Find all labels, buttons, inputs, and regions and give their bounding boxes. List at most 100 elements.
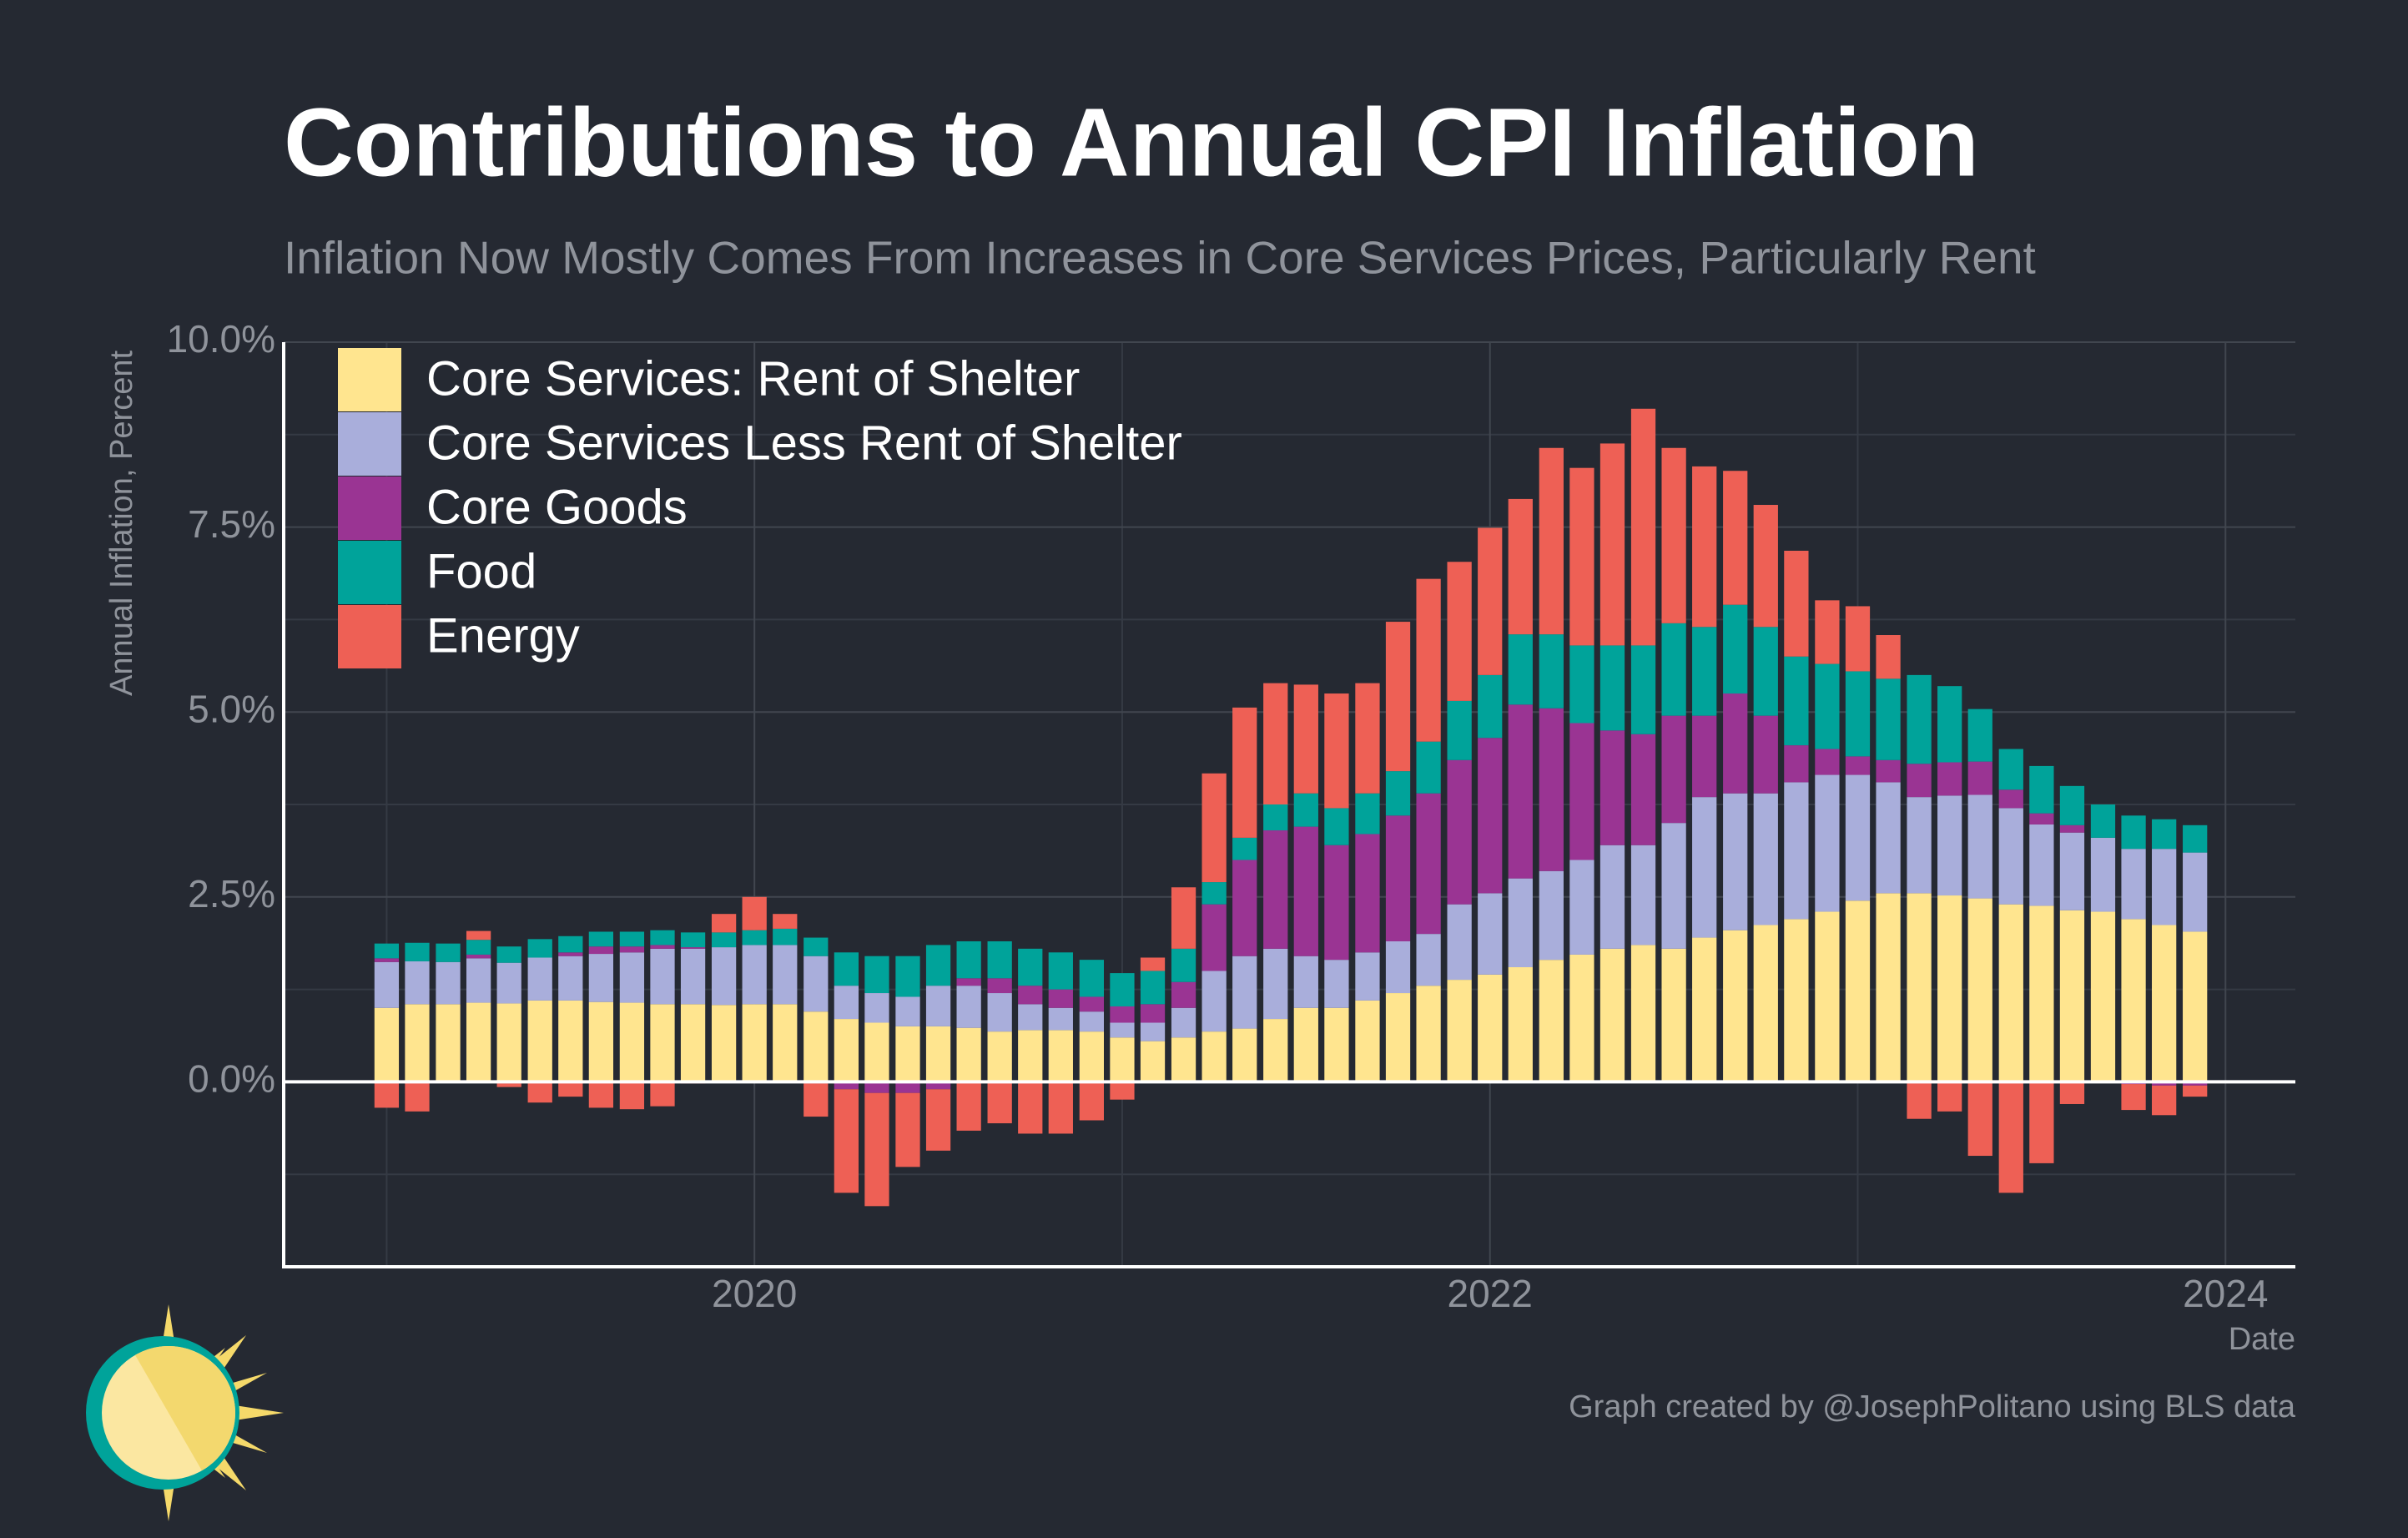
- bar-segment: [895, 996, 920, 1026]
- bar-segment: [1110, 1006, 1135, 1023]
- bar-segment: [1171, 981, 1196, 1008]
- bar-segment: [1232, 707, 1257, 838]
- bar-segment: [987, 940, 1012, 979]
- bar-segment: [1263, 683, 1288, 804]
- bar-segment: [1569, 954, 1594, 1082]
- bar-segment: [1937, 1082, 1962, 1112]
- bar-segment: [834, 1019, 859, 1082]
- y-tick-label: 10.0%: [167, 317, 275, 361]
- legend-label: Energy: [426, 608, 580, 663]
- bar-segment: [2183, 824, 2208, 853]
- bar-segment: [466, 940, 491, 955]
- bar-segment: [2029, 905, 2054, 1082]
- bar-segment: [2090, 837, 2116, 912]
- bar-segment: [1599, 730, 1625, 845]
- bar-segment: [1171, 1037, 1196, 1082]
- bar-segment: [1263, 830, 1288, 949]
- bar-segment: [405, 961, 430, 1005]
- bar-segment: [895, 1026, 920, 1082]
- bar-segment: [1293, 1007, 1318, 1082]
- bar-segment: [1723, 693, 1748, 794]
- bar-segment: [1048, 989, 1073, 1008]
- bar-segment: [1630, 845, 1656, 945]
- bar-segment: [466, 930, 491, 940]
- bar-segment: [436, 961, 461, 1005]
- bar-segment: [1569, 645, 1594, 724]
- bar-segment: [2029, 765, 2054, 814]
- bar-segment: [895, 1082, 920, 1093]
- bar-segment: [1967, 794, 1992, 899]
- bar-segment: [956, 940, 981, 979]
- bar-segment: [1815, 663, 1840, 749]
- bar-segment: [619, 1002, 645, 1082]
- legend-swatch: [338, 541, 401, 604]
- bar-segment: [1692, 715, 1717, 798]
- bar-segment: [1539, 634, 1564, 708]
- bar-segment: [742, 896, 767, 930]
- y-axis-label: Annual Inflation, Percent: [104, 350, 139, 696]
- bar-segment: [2059, 832, 2085, 910]
- bar-segment: [1232, 860, 1257, 956]
- bar-segment: [680, 947, 706, 949]
- bar-segment: [374, 943, 400, 959]
- bar-segment: [650, 948, 675, 1005]
- bar-segment: [1937, 795, 1962, 896]
- bar-segment: [1079, 1031, 1105, 1082]
- bar-segment: [711, 932, 737, 948]
- bar-segment: [374, 961, 400, 1008]
- bar-segment: [1478, 738, 1503, 894]
- bar-segment: [1539, 960, 1564, 1082]
- bar-segment: [1201, 904, 1227, 971]
- bar-segment: [1232, 1028, 1257, 1082]
- bar-segment: [1998, 789, 2023, 809]
- bar-segment: [1967, 708, 1992, 762]
- bar-segment: [1324, 1007, 1349, 1082]
- bar-segment: [1508, 878, 1533, 968]
- y-tick-label: 7.5%: [188, 502, 275, 546]
- bar-segment: [1569, 860, 1594, 955]
- bar-segment: [1263, 948, 1288, 1020]
- bar-segment: [773, 1004, 798, 1082]
- bar-segment: [619, 931, 645, 947]
- bar-segment: [1599, 443, 1625, 646]
- bar-segment: [1967, 761, 1992, 795]
- bar-segment: [2029, 1082, 2054, 1163]
- bar-segment: [773, 928, 798, 945]
- bar-segment: [1110, 1082, 1135, 1100]
- bar-segment: [1263, 1019, 1288, 1082]
- bar-segment: [1661, 623, 1686, 716]
- bar-segment: [1784, 745, 1809, 783]
- chart-title: Contributions to Annual CPI Inflation: [284, 88, 1979, 197]
- bar-segment: [1723, 471, 1748, 605]
- bar-segment: [1140, 1041, 1166, 1082]
- bar-segment: [804, 956, 829, 1012]
- bar-segment: [834, 952, 859, 986]
- bar-segment: [1599, 845, 1625, 949]
- bar-segment: [864, 956, 889, 994]
- legend: Core Services: Rent of Shelter Core Servi…: [338, 348, 1182, 668]
- bar-segment: [1018, 1004, 1043, 1031]
- bar-segment: [1630, 408, 1656, 646]
- bar-segment: [1478, 527, 1503, 675]
- legend-swatch: [338, 477, 401, 540]
- bar-segment: [527, 1082, 552, 1103]
- bar-segment: [1599, 948, 1625, 1082]
- bar-segment: [1692, 797, 1717, 938]
- bar-segment: [1998, 1082, 2023, 1193]
- legend-swatch: [338, 348, 401, 411]
- bar-segment: [2121, 849, 2146, 920]
- bar-segment: [1937, 762, 1962, 796]
- bar-segment: [2090, 804, 2116, 838]
- bar-segment: [496, 946, 521, 963]
- bar-segment: [558, 1082, 583, 1097]
- bar-segment: [1845, 756, 1871, 775]
- bar-segment: [527, 939, 552, 958]
- bar-segment: [1876, 782, 1901, 894]
- bar-segment: [1845, 606, 1871, 672]
- bar-segment: [1447, 562, 1472, 701]
- bar-segment: [2059, 785, 2085, 825]
- bar-segment: [711, 947, 737, 1006]
- bar-segment: [466, 954, 491, 959]
- bar-segment: [1998, 808, 2023, 905]
- x-tick-label: 2024: [2183, 1272, 2268, 1315]
